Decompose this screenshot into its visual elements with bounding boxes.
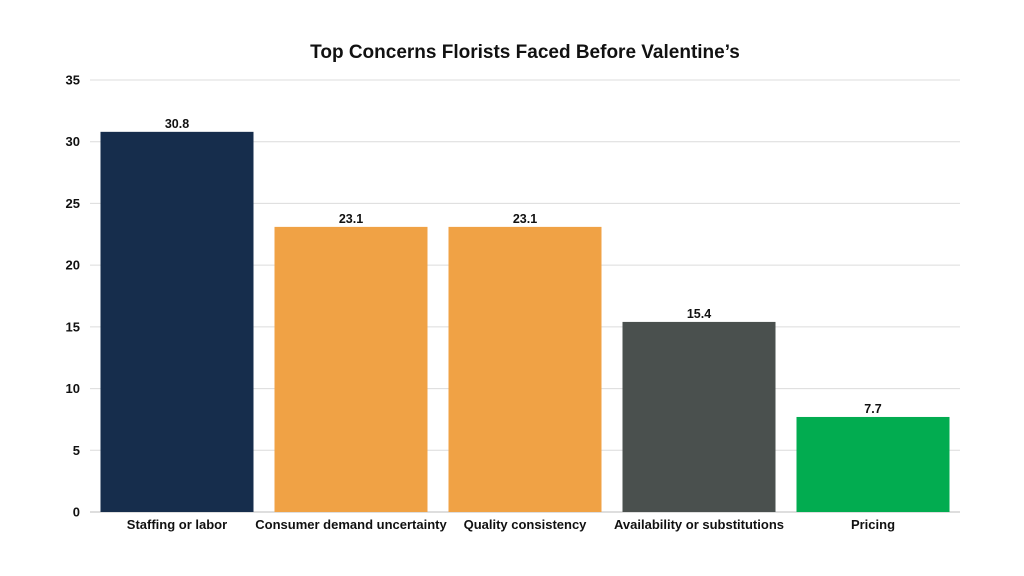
y-axis: 0 5 10 15 20 25 30 35	[66, 73, 80, 520]
chart-title: Top Concerns Florists Faced Before Valen…	[310, 42, 740, 63]
bars	[100, 131, 950, 512]
y-tick-label: 35	[66, 73, 80, 88]
bar-1	[100, 131, 254, 512]
y-tick-label: 5	[73, 443, 80, 458]
x-tick-label: Staffing or labor	[127, 517, 227, 532]
data-labels: 30.8 23.1 23.1 15.4 7.7	[165, 117, 882, 416]
y-tick-label: 20	[66, 258, 80, 273]
y-tick-label: 0	[73, 505, 80, 520]
bar-4	[622, 321, 776, 512]
bar-value-label: 7.7	[864, 402, 881, 416]
bar-value-label: 15.4	[687, 307, 711, 321]
bar-value-label: 23.1	[339, 212, 363, 226]
x-axis: Staffing or labor Consumer demand uncerta…	[127, 517, 895, 532]
y-tick-label: 30	[66, 134, 80, 149]
bar-3	[448, 226, 602, 512]
y-tick-label: 15	[66, 319, 80, 334]
x-tick-label: Availability or substitutions	[614, 517, 784, 532]
bar-2	[274, 226, 428, 512]
bar-value-label: 30.8	[165, 117, 189, 131]
x-tick-label: Quality consistency	[464, 517, 588, 532]
bar-5	[796, 416, 950, 512]
x-tick-label: Consumer demand uncertainty	[255, 517, 447, 532]
bar-value-label: 23.1	[513, 212, 537, 226]
y-tick-label: 25	[66, 196, 80, 211]
x-tick-label: Pricing	[851, 517, 895, 532]
y-tick-label: 10	[66, 381, 80, 396]
